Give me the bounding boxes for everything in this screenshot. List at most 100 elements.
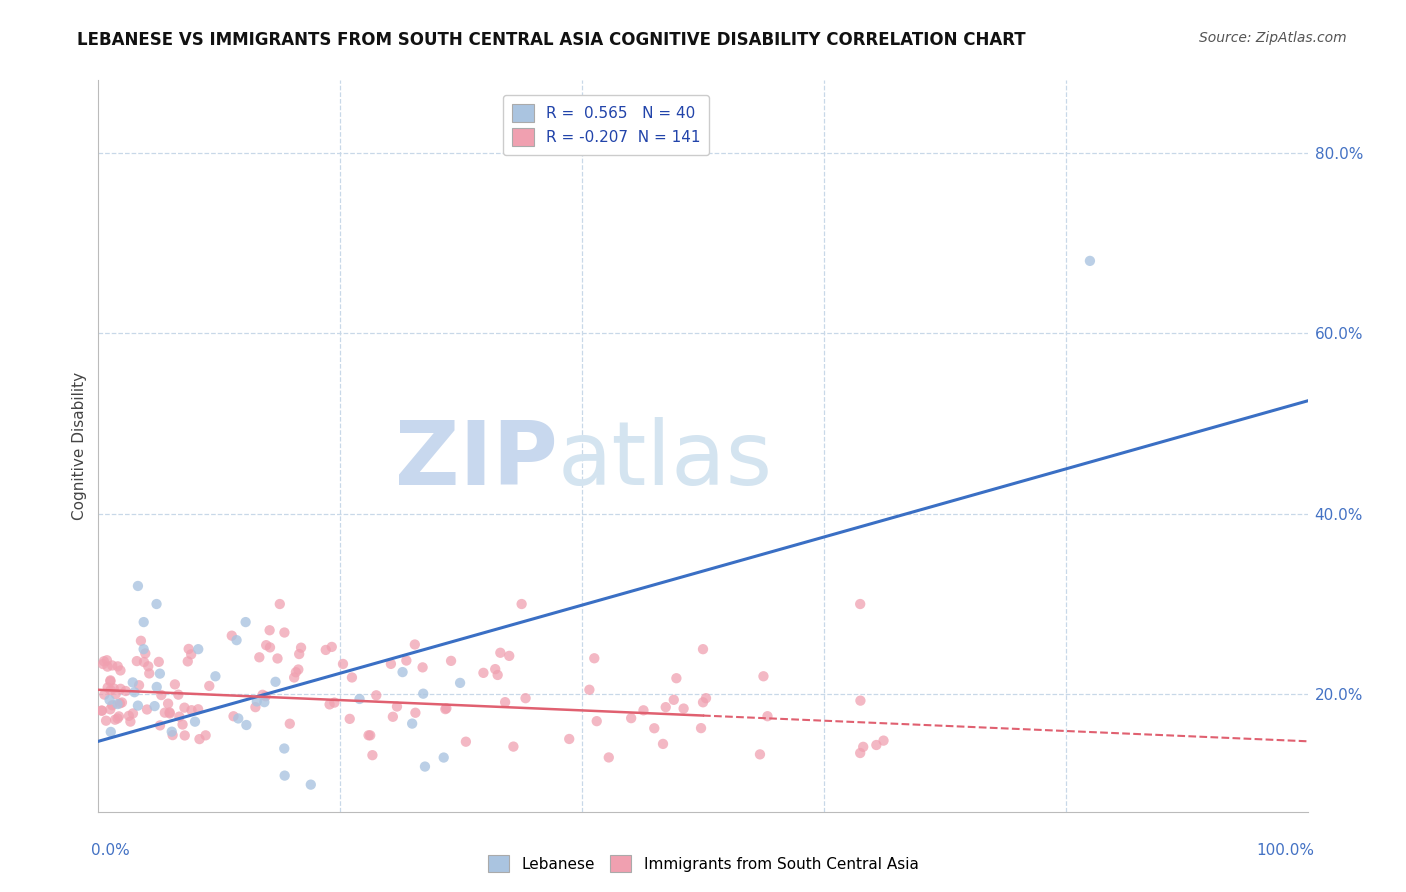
Point [134, 647, 156, 661]
Point [1078, 253, 1101, 268]
Point [124, 685, 146, 699]
Point [94, 714, 117, 728]
Point [114, 684, 136, 698]
Point [583, 651, 606, 665]
Text: ZIP: ZIP [395, 417, 558, 504]
Point [756, 709, 779, 723]
Point [278, 716, 301, 731]
Point [101, 698, 124, 713]
Point [121, 675, 143, 690]
Point [340, 670, 363, 684]
Point [149, 718, 172, 732]
Point [127, 579, 149, 593]
Point [652, 737, 675, 751]
Point [357, 728, 380, 742]
Point [100, 683, 122, 698]
Point [633, 703, 655, 717]
Point [136, 702, 159, 716]
Point [103, 681, 125, 696]
Point [225, 633, 247, 648]
Point [259, 640, 281, 655]
Point [100, 673, 122, 688]
Point [558, 731, 581, 746]
Point [498, 648, 520, 663]
Point [252, 688, 274, 702]
Point [148, 655, 170, 669]
Point [318, 698, 340, 712]
Point [598, 750, 620, 764]
Point [585, 714, 607, 728]
Point [434, 702, 457, 716]
Point [273, 625, 295, 640]
Point [269, 597, 291, 611]
Point [665, 671, 688, 685]
Point [111, 696, 134, 710]
Point [472, 665, 495, 680]
Point [380, 657, 402, 671]
Text: LEBANESE VS IMMIGRANTS FROM SOUTH CENTRAL ASIA COGNITIVE DISABILITY CORRELATION : LEBANESE VS IMMIGRANTS FROM SOUTH CENTRA… [77, 31, 1026, 49]
Point [695, 691, 717, 706]
Point [440, 654, 463, 668]
Point [97, 681, 120, 695]
Point [172, 717, 194, 731]
Point [150, 688, 173, 702]
Legend: Lebanese, Immigrants from South Central Asia: Lebanese, Immigrants from South Central … [479, 847, 927, 880]
Point [169, 709, 191, 723]
Point [690, 721, 713, 735]
Point [235, 718, 257, 732]
Point [180, 648, 202, 662]
Point [662, 693, 685, 707]
Point [96, 659, 118, 673]
Point [107, 659, 129, 673]
Point [578, 682, 600, 697]
Point [187, 642, 209, 657]
Point [125, 654, 148, 668]
Point [100, 725, 122, 739]
Point [110, 664, 132, 678]
Point [187, 702, 209, 716]
Point [167, 688, 190, 702]
Point [226, 711, 249, 725]
Point [127, 698, 149, 713]
Point [287, 663, 309, 677]
Point [246, 694, 269, 708]
Point [849, 597, 872, 611]
Point [643, 721, 665, 735]
Point [672, 701, 695, 715]
Point [254, 690, 277, 704]
Point [91, 657, 114, 671]
Point [339, 712, 361, 726]
Point [692, 695, 714, 709]
Point [332, 657, 354, 671]
Text: Source: ZipAtlas.com: Source: ZipAtlas.com [1199, 31, 1347, 45]
Point [157, 697, 180, 711]
Point [321, 640, 343, 654]
Point [247, 650, 270, 665]
Point [515, 691, 537, 706]
Y-axis label: Cognitive Disability: Cognitive Disability [72, 372, 87, 520]
Point [752, 669, 775, 683]
Point [494, 695, 516, 709]
Point [264, 674, 287, 689]
Point [359, 728, 381, 742]
Point [173, 700, 195, 714]
Point [159, 706, 181, 720]
Point [433, 750, 456, 764]
Point [849, 693, 872, 707]
Point [159, 706, 181, 721]
Point [132, 615, 155, 629]
Point [266, 651, 288, 665]
Point [162, 728, 184, 742]
Point [235, 615, 257, 629]
Point [107, 711, 129, 725]
Point [163, 677, 186, 691]
Point [108, 697, 131, 711]
Point [434, 701, 457, 715]
Point [104, 713, 127, 727]
Point [204, 669, 226, 683]
Point [273, 769, 295, 783]
Point [486, 668, 509, 682]
Point [180, 703, 202, 717]
Point [98, 693, 121, 707]
Point [749, 747, 772, 762]
